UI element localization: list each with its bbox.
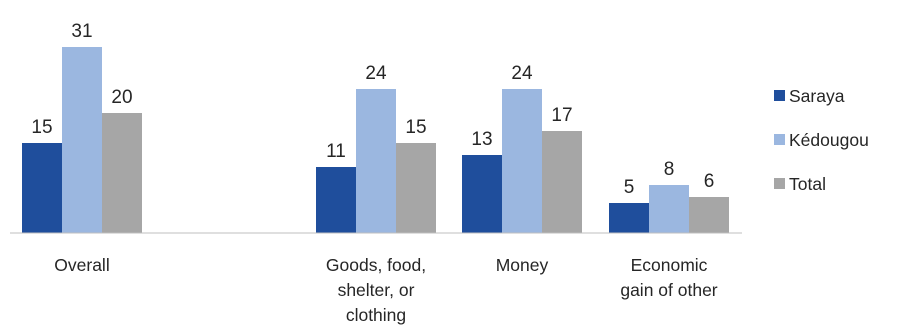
data-label: 24	[365, 63, 387, 84]
bar	[356, 89, 396, 233]
bar	[62, 47, 102, 233]
category-labels: Overall Goods, food, shelter, or clothing Mo…	[54, 255, 718, 325]
bar	[542, 131, 582, 233]
bar	[102, 113, 142, 233]
bar	[649, 185, 689, 233]
data-label: 31	[71, 21, 92, 42]
data-label: 8	[664, 159, 675, 180]
category-label: Economic gain of other	[620, 255, 717, 300]
legend-swatch	[774, 178, 785, 189]
plot-area: 15 11 13 5 31 24 24 8 20 15 17 6	[22, 21, 729, 233]
category-label: Overall	[54, 255, 109, 275]
legend: Saraya Kédougou Total	[774, 86, 869, 194]
bar	[502, 89, 542, 233]
legend-label: Total	[789, 174, 826, 194]
category-label: Goods, food, shelter, or clothing	[326, 255, 426, 325]
data-label: 17	[551, 105, 572, 126]
legend-label: Kédougou	[789, 130, 869, 150]
data-label: 20	[111, 87, 132, 108]
data-label: 11	[326, 141, 346, 162]
bar	[609, 203, 649, 233]
bar	[22, 143, 62, 233]
bar	[462, 155, 502, 233]
category-label: Money	[496, 255, 549, 275]
data-label: 15	[405, 117, 426, 138]
legend-swatch	[774, 134, 785, 145]
data-label: 24	[511, 63, 533, 84]
bar	[396, 143, 436, 233]
data-label: 15	[31, 117, 52, 138]
data-label: 13	[471, 129, 492, 150]
bar	[689, 197, 729, 233]
bar	[316, 167, 356, 233]
legend-swatch	[774, 90, 785, 101]
legend-label: Saraya	[789, 86, 845, 106]
data-label: 6	[704, 171, 715, 192]
data-label: 5	[624, 177, 635, 198]
